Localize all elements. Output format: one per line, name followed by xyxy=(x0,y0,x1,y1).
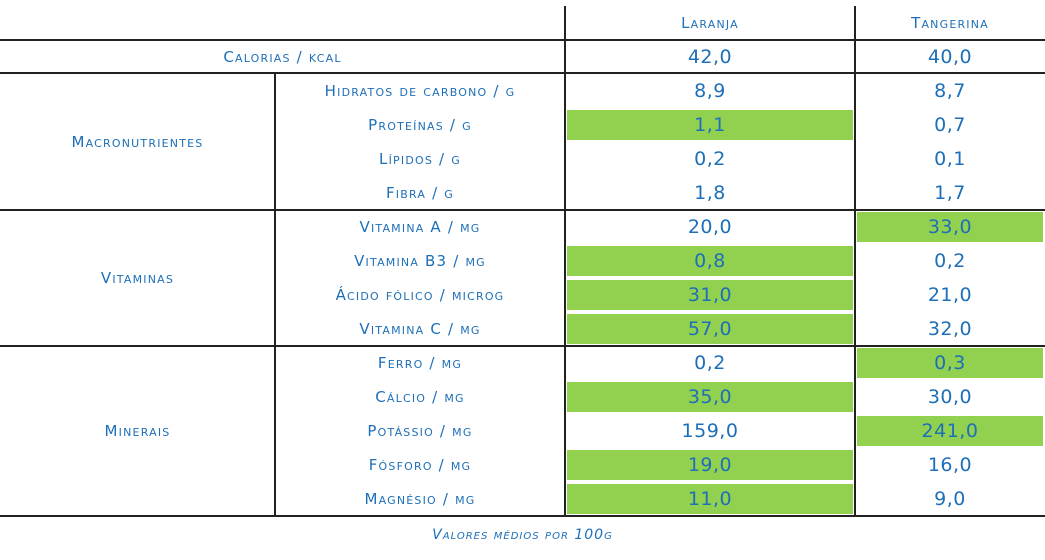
value-laranja: 159,0 xyxy=(681,420,739,442)
value-laranja: 8,9 xyxy=(694,80,726,102)
value-tangerina: 0,3 xyxy=(857,348,1043,378)
col-rule-laranja xyxy=(564,6,566,516)
col-rule-tangerina xyxy=(854,6,856,516)
value-tangerina: 33,0 xyxy=(857,212,1043,242)
value-laranja: 1,1 xyxy=(567,110,853,140)
value-laranja: 19,0 xyxy=(567,450,853,480)
group-name: Macronutrientes xyxy=(71,133,204,151)
nutrient-label: Lípidos / g xyxy=(379,150,461,168)
calorias-laranja: 42,0 xyxy=(687,45,733,68)
value-tangerina: 32,0 xyxy=(927,318,973,340)
value-laranja: 0,2 xyxy=(694,352,726,374)
header-laranja: Laranja xyxy=(681,14,739,32)
nutrient-label: Ferro / mg xyxy=(377,354,463,372)
value-laranja: 57,0 xyxy=(567,314,853,344)
value-laranja: 35,0 xyxy=(567,382,853,412)
value-tangerina: 21,0 xyxy=(927,284,973,306)
group-separator xyxy=(0,515,1045,517)
value-laranja: 11,0 xyxy=(567,484,853,514)
calorias-tangerina: 40,0 xyxy=(927,45,973,68)
nutrient-label: Vitamina B3 / mg xyxy=(354,252,486,270)
group-separator xyxy=(0,345,1045,347)
nutrient-label: Ácido fólico / microg xyxy=(335,286,505,304)
nutrient-label: Vitamina A / mg xyxy=(359,218,481,236)
nutrient-label: Potássio / mg xyxy=(367,422,473,440)
nutrient-label: Hidratos de carbono / g xyxy=(324,82,516,100)
value-laranja: 20,0 xyxy=(687,216,733,238)
group-name: Minerais xyxy=(104,422,171,440)
value-tangerina: 0,1 xyxy=(934,148,966,170)
nutrient-label: Magnésio / mg xyxy=(364,490,476,508)
group-separator xyxy=(0,209,1045,211)
value-tangerina: 1,7 xyxy=(934,182,966,204)
nutrient-label: Cálcio / mg xyxy=(375,388,465,406)
calorias-rule xyxy=(0,72,1045,74)
value-tangerina: 9,0 xyxy=(934,488,966,510)
value-tangerina: 30,0 xyxy=(927,386,973,408)
value-laranja: 1,8 xyxy=(694,182,726,204)
nutrient-label: Proteínas / g xyxy=(368,116,472,134)
nutrient-label: Vitamina C / mg xyxy=(359,320,481,338)
nutrient-label: Fibra / g xyxy=(385,184,455,202)
caption: Valores médios por 100g xyxy=(432,527,613,543)
header-tangerina: Tangerina xyxy=(911,14,989,32)
value-laranja: 0,8 xyxy=(567,246,853,276)
value-tangerina: 241,0 xyxy=(857,416,1043,446)
value-tangerina: 8,7 xyxy=(934,80,966,102)
col-rule-group xyxy=(274,73,276,516)
value-tangerina: 16,0 xyxy=(927,454,973,476)
value-laranja: 31,0 xyxy=(567,280,853,310)
value-laranja: 0,2 xyxy=(694,148,726,170)
header-rule xyxy=(0,39,1045,41)
value-tangerina: 0,7 xyxy=(934,114,966,136)
calorias-label: Calorias / kcal xyxy=(223,47,342,66)
nutrient-label: Fósforo / mg xyxy=(368,456,472,474)
value-tangerina: 0,2 xyxy=(934,250,966,272)
group-name: Vitaminas xyxy=(100,269,175,287)
